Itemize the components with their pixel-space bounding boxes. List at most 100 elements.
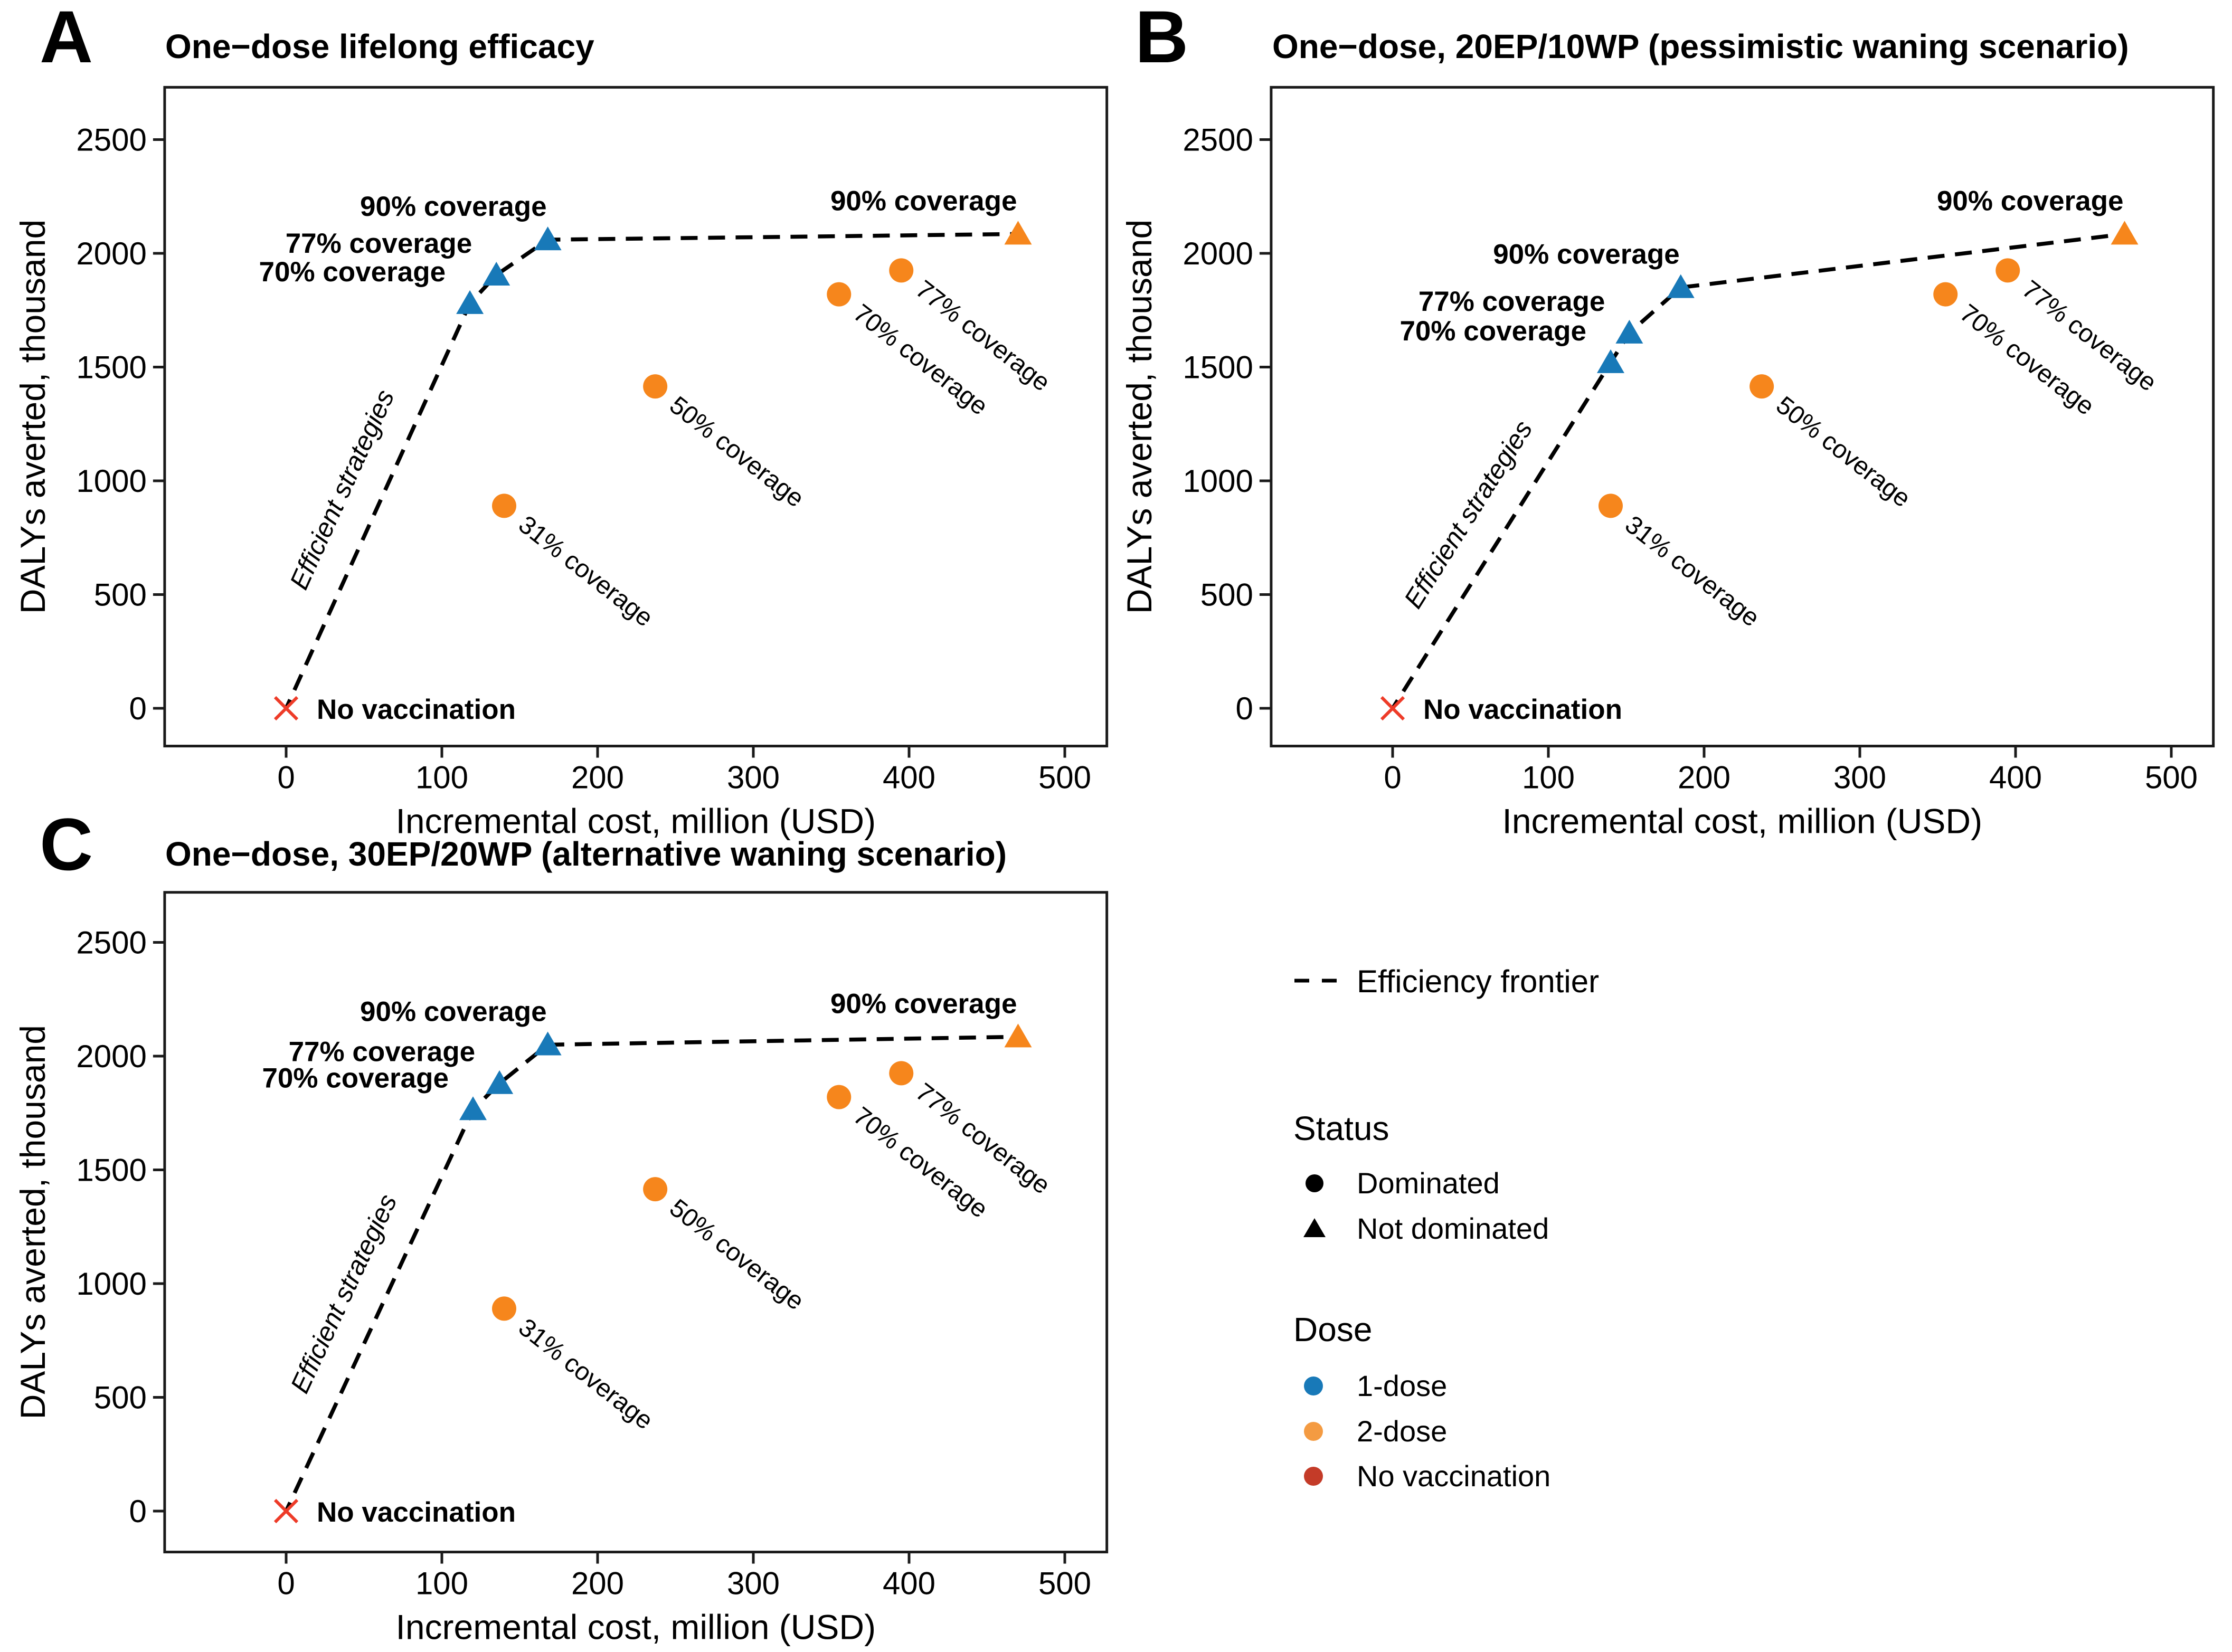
legend-dose-dot-1-dose [1304,1376,1323,1395]
marker-2-dose-77-coverage [889,1061,914,1086]
marker-no-vaccination-no-vaccination [273,1498,299,1524]
point-label-gray: 50% coverage [664,1194,809,1316]
x-tick-label: 0 [277,760,295,795]
marker-1-dose-90-coverage [534,226,562,251]
legend-dose-title: Dose [1293,1311,1372,1349]
efficiency-frontier-line [284,1034,1018,1512]
y-tick-label: 1000 [76,463,146,499]
point-label: 90% coverage [360,996,547,1027]
y-tick-label: 500 [1200,577,1253,613]
panel-title: One−dose, 30EP/20WP (alternative waning … [165,835,1007,873]
plot-border [163,86,1109,748]
legend-dose-label: No vaccination [1357,1459,1550,1493]
x-tick-label: 500 [1038,760,1091,795]
x-axis-title: Incremental cost, million (USD) [395,1608,876,1647]
point-label-gray: 50% coverage [664,391,809,513]
point-label: 70% coverage [259,257,446,288]
x-tick-label: 0 [277,1566,295,1601]
x-tick-label: 500 [1038,1566,1091,1601]
marker-2-dose-70-coverage [827,282,852,307]
legend-dominated-label: Dominated [1357,1166,1500,1200]
marker-2-dose-50-coverage [643,374,668,399]
panel-title: One−dose, 20EP/10WP (pessimistic waning … [1272,27,2129,65]
marker-2-dose-77-coverage [1995,258,2020,283]
y-tick-label: 500 [94,577,147,613]
y-tick-label: 2000 [1183,236,1253,271]
efficient-strategies-label: Efficient strategies [1398,415,1538,614]
y-tick-label: 0 [129,691,147,726]
y-tick-label: 0 [129,1494,147,1529]
marker-2-dose-50-coverage [1749,374,1774,399]
marker-2-dose-31-coverage [1599,493,1623,518]
panel-B: 0 100 200 300 400 500 0 500 1000 1500 2000 2500 Incr… [1120,0,2215,841]
point-label-gray: 31% coverage [1620,510,1764,632]
legend-dose-dot-no-vaccination [1304,1467,1323,1486]
legend-not-dominated-triangle-icon [1303,1218,1326,1237]
y-tick-label: 1000 [76,1266,146,1302]
marker-1-dose-90-coverage [534,1031,562,1056]
x-tick-label: 400 [883,760,935,795]
marker-2-dose-90-coverage [1004,221,1032,245]
y-tick-label: 2000 [76,1039,146,1074]
x-tick-label: 300 [727,1566,780,1601]
legend-dose-label: 1-dose [1357,1369,1447,1402]
panel-C: 0 100 200 300 400 500 0 500 1000 1500 2000 2500 Incr… [13,803,1109,1647]
marker-2-dose-70-coverage [827,1085,852,1109]
point-label-gray: 31% coverage [513,1313,658,1435]
x-tick-label: 500 [2145,760,2198,795]
efficient-strategies-label: Efficient strategies [285,1190,402,1398]
point-label: No vaccination [1423,694,1622,725]
x-axis-title: Incremental cost, million (USD) [1502,802,1982,841]
panel-title: One−dose lifelong efficacy [165,27,594,65]
point-label: 90% coverage [1937,185,2124,216]
marker-1-dose-90-coverage [1667,274,1695,298]
y-tick-label: 1000 [1183,463,1253,499]
panel-letter: B [1135,0,1188,78]
y-tick-label: 1500 [76,350,146,385]
y-tick-label: 2500 [76,122,146,158]
x-tick-label: 300 [1833,760,1886,795]
point-label: 90% coverage [1493,239,1680,270]
efficiency-frontier-line [284,232,1018,709]
plot-border [1270,86,2215,748]
marker-2-dose-70-coverage [1933,282,1958,307]
x-tick-label: 0 [1384,760,1401,795]
legend-not-dominated-label: Not dominated [1357,1212,1549,1245]
marker-1-dose-77-coverage [1615,319,1643,344]
panel-letter: C [40,803,93,886]
panel-A: 0 100 200 300 400 500 0 500 1000 1500 2000 2500 Incr… [13,0,1109,841]
panel-letter: A [40,0,93,78]
legend-dominated-circle-icon [1306,1174,1323,1192]
point-label: 70% coverage [1399,316,1586,347]
x-tick-label: 400 [883,1566,935,1601]
point-label: 77% coverage [1418,286,1605,317]
point-label-gray: 50% coverage [1771,391,1915,513]
y-axis-title: DALYs averted, thousand [13,1025,52,1419]
x-tick-label: 100 [415,1566,468,1601]
marker-2-dose-90-coverage [2111,221,2139,245]
legend-status-title: Status [1293,1109,1389,1147]
x-tick-label: 100 [1522,760,1575,795]
marker-1-dose-70-coverage [1597,349,1624,373]
marker-1-dose-70-coverage [456,290,484,314]
point-label: 70% coverage [262,1062,449,1094]
marker-2-dose-77-coverage [889,258,914,283]
point-label: 90% coverage [830,185,1017,216]
plot-border [163,891,1109,1554]
x-axis-title: Incremental cost, million (USD) [395,802,876,841]
y-tick-label: 0 [1236,691,1253,726]
point-label: 77% coverage [286,228,472,259]
marker-2-dose-31-coverage [492,1296,516,1321]
x-tick-label: 400 [1989,760,2042,795]
marker-2-dose-31-coverage [492,493,516,518]
x-tick-label: 300 [727,760,780,795]
y-tick-label: 2500 [1183,122,1253,158]
marker-2-dose-90-coverage [1004,1023,1032,1048]
y-tick-label: 2000 [76,236,146,271]
point-label: 90% coverage [360,191,547,222]
marker-1-dose-77-coverage [483,261,510,286]
marker-1-dose-70-coverage [459,1096,487,1121]
legend: Efficiency frontier Status Dominated Not do… [1293,964,1599,1493]
